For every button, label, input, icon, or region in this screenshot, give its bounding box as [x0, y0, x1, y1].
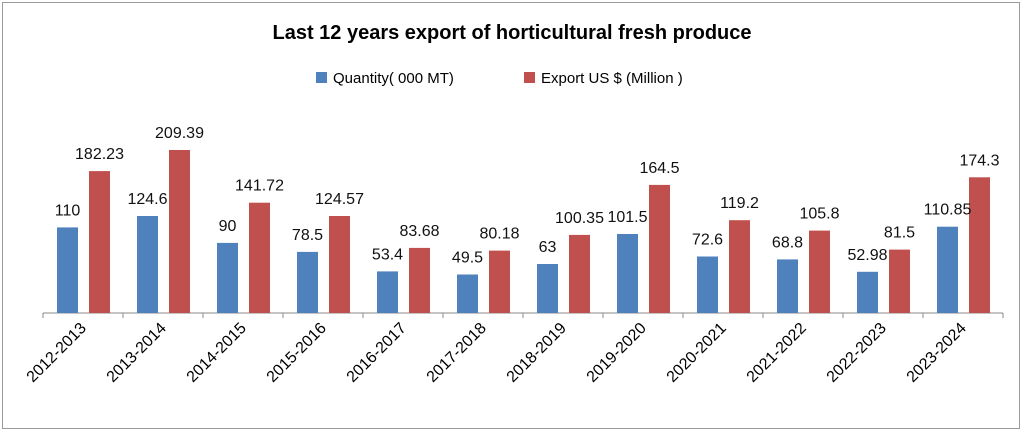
- data-label-export-2018-2019: 100.35: [555, 210, 604, 227]
- bar-export-2012-2013: [89, 171, 110, 313]
- x-tick-marks-group: [42, 313, 1004, 318]
- bar-export-2013-2014: [169, 150, 190, 313]
- legend: Quantity( 000 MT) Export US $ (Million ): [316, 70, 683, 87]
- data-label-export-2012-2013: 182.23: [75, 146, 124, 163]
- data-label-quantity-2014-2015: 90: [219, 218, 237, 235]
- bar-quantity-2015-2016: [297, 251, 318, 313]
- bar-quantity-2014-2015: [217, 242, 238, 313]
- bar-quantity-2023-2024: [937, 226, 958, 313]
- data-label-quantity-2013-2014: 124.6: [127, 191, 167, 208]
- bar-quantity-2020-2021: [697, 256, 718, 313]
- bar-export-2022-2023: [889, 249, 910, 313]
- bar-quantity-2019-2020: [617, 234, 638, 313]
- x-tick-label-2016-2017: 2016-2017: [344, 320, 410, 386]
- bar-quantity-2022-2023: [857, 271, 878, 313]
- data-label-export-2015-2016: 124.57: [315, 191, 364, 208]
- bar-export-2020-2021: [729, 220, 750, 313]
- legend-label-export: Export US $ (Million ): [541, 70, 683, 87]
- bar-export-2014-2015: [249, 202, 270, 313]
- x-tick-label-2014-2015: 2014-2015: [184, 320, 250, 386]
- data-label-quantity-2023-2024: 110.85: [924, 202, 972, 219]
- legend-swatch-export: [524, 72, 535, 83]
- value-labels-group: 110 182.23 124.6 209.39 90 141.72 78.5 124.57 53…: [55, 125, 1000, 267]
- data-label-export-2021-2022: 105.8: [799, 206, 839, 223]
- data-label-export-2022-2023: 81.5: [884, 225, 915, 242]
- data-label-export-2020-2021: 119.2: [720, 195, 759, 212]
- bar-export-2016-2017: [409, 247, 430, 313]
- x-tick-label-2021-2022: 2021-2022: [744, 320, 810, 386]
- bar-quantity-2016-2017: [377, 271, 398, 313]
- data-label-quantity-2020-2021: 72.6: [692, 232, 723, 249]
- data-label-export-2023-2024: 174.3: [959, 152, 999, 169]
- data-label-quantity-2021-2022: 68.8: [772, 234, 803, 251]
- bar-export-2017-2018: [489, 250, 510, 313]
- data-label-export-2017-2018: 80.18: [479, 226, 519, 243]
- x-tick-label-2012-2013: 2012-2013: [24, 320, 90, 386]
- data-label-export-2016-2017: 83.68: [399, 223, 439, 240]
- bar-quantity-2013-2014: [137, 216, 158, 313]
- chart-title: Last 12 years export of horticultural fr…: [272, 22, 751, 44]
- bar-quantity-2021-2022: [777, 259, 798, 313]
- x-tick-label-2017-2018: 2017-2018: [424, 320, 490, 386]
- bar-export-2021-2022: [809, 230, 830, 313]
- x-tick-label-2018-2019: 2018-2019: [504, 320, 570, 386]
- x-tick-label-2023-2024: 2023-2024: [904, 320, 970, 386]
- legend-swatch-quantity: [316, 72, 327, 83]
- data-label-export-2013-2014: 209.39: [155, 125, 204, 142]
- data-label-export-2019-2020: 164.5: [639, 160, 679, 177]
- bar-quantity-2018-2019: [537, 264, 558, 313]
- x-tick-label-2022-2023: 2022-2023: [824, 320, 890, 386]
- bar-export-2015-2016: [329, 216, 350, 313]
- data-label-quantity-2019-2020: 101.5: [607, 209, 647, 226]
- data-label-quantity-2022-2023: 52.98: [847, 247, 887, 264]
- bar-export-2023-2024: [969, 177, 990, 313]
- bars-group: [57, 150, 990, 313]
- data-label-quantity-2017-2018: 49.5: [452, 250, 483, 267]
- x-tick-label-2020-2021: 2020-2021: [664, 320, 730, 386]
- legend-label-quantity: Quantity( 000 MT): [333, 70, 454, 87]
- data-label-quantity-2018-2019: 63: [539, 239, 557, 256]
- x-tick-labels-group: 2012-2013 2013-2014 2014-2015 2015-2016 2016…: [24, 320, 970, 386]
- x-tick-label-2019-2020: 2019-2020: [584, 320, 650, 386]
- bar-export-2018-2019: [569, 234, 590, 313]
- bar-export-2019-2020: [649, 184, 670, 313]
- data-label-quantity-2015-2016: 78.5: [292, 227, 323, 244]
- bar-quantity-2012-2013: [57, 227, 78, 313]
- data-label-quantity-2012-2013: 110: [55, 202, 81, 219]
- bar-quantity-2017-2018: [457, 274, 478, 313]
- x-tick-label-2015-2016: 2015-2016: [264, 320, 330, 386]
- x-tick-label-2013-2014: 2013-2014: [104, 320, 170, 386]
- data-label-quantity-2016-2017: 53.4: [372, 246, 403, 263]
- data-label-export-2014-2015: 141.72: [235, 178, 284, 195]
